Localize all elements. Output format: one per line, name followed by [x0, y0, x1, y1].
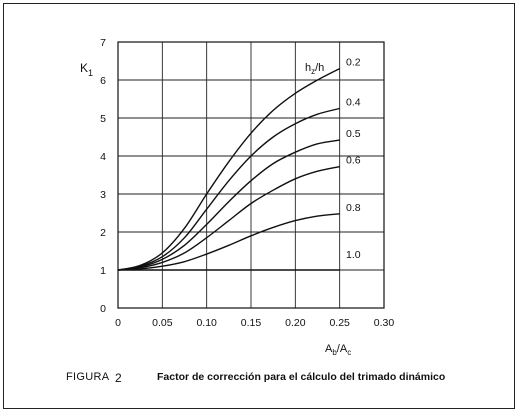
y-axis-label: K1: [80, 61, 93, 78]
x-tick-label: 0.10: [196, 317, 217, 329]
series-labels: 0.2 0.4 0.5 0.6 0.8 1.0: [346, 57, 361, 261]
figure-number: 2: [115, 371, 122, 385]
y-tick-label: 3: [100, 189, 106, 201]
series-line-0.4: [117, 107, 340, 271]
series-line-0.6: [117, 165, 340, 271]
y-tick-label: 6: [100, 75, 106, 87]
figure-frame: [3, 3, 515, 409]
series-label: 0.8: [346, 202, 361, 214]
series-label: 0.6: [346, 155, 361, 167]
x-tick-label: 0.20: [285, 317, 306, 329]
x-tick-label: 0: [115, 317, 121, 329]
y-tick-label: 5: [100, 113, 106, 125]
grid: [117, 41, 385, 309]
figure-label: FIGURA: [66, 371, 110, 383]
x-tick-label: 0.05: [152, 317, 173, 329]
x-tick-label: 0.15: [241, 317, 262, 329]
x-axis-ticks: 0 0.05 0.10 0.15 0.20 0.25 0.30: [115, 317, 394, 329]
y-axis-ticks: 0 1 2 3 4 5 6 7: [100, 37, 106, 315]
y-tick-label: 2: [100, 227, 106, 239]
legend-title: hz/h: [305, 62, 324, 76]
plot-area: [117, 41, 385, 309]
y-tick-label: 0: [100, 303, 106, 315]
y-tick-label: 1: [100, 265, 106, 277]
series-label: 0.4: [346, 97, 361, 109]
y-tick-label: 7: [100, 37, 106, 49]
series-label: 1.0: [346, 249, 361, 261]
series-line-0.5: [117, 139, 340, 271]
y-tick-label: 4: [100, 151, 106, 163]
series-label: 0.2: [346, 57, 361, 69]
x-tick-label: 0.30: [374, 317, 395, 329]
x-axis-label: Ab/Ac: [325, 343, 351, 357]
figure-title: Factor de corrección para el cálculo del…: [157, 371, 446, 383]
x-tick-label: 0.25: [329, 317, 350, 329]
series-line-0.2: [117, 67, 340, 271]
series-lines: [117, 67, 340, 271]
series-line-0.8: [117, 213, 340, 271]
series-label: 0.5: [346, 128, 361, 140]
